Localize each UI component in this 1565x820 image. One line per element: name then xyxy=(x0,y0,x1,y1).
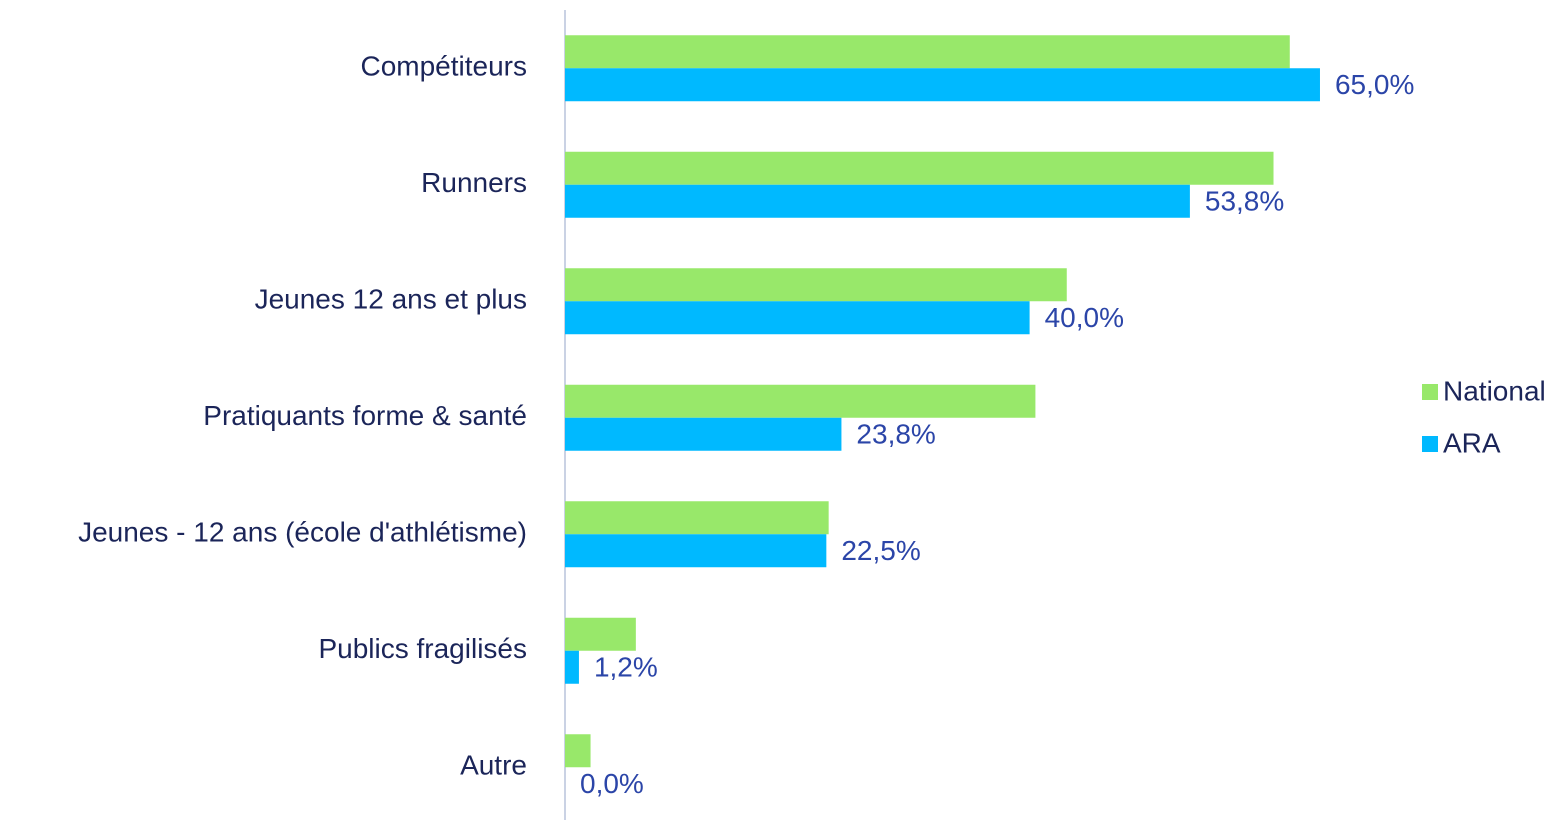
category-label: Pratiquants forme & santé xyxy=(203,400,527,431)
value-label: 53,8% xyxy=(1205,186,1284,217)
bar xyxy=(565,501,829,535)
category-label: Publics fragilisés xyxy=(318,633,527,664)
bar xyxy=(565,184,1190,218)
bar xyxy=(565,268,1067,302)
bar xyxy=(565,617,636,651)
value-label: 1,2% xyxy=(594,652,658,683)
value-label: 23,8% xyxy=(856,419,935,450)
bar xyxy=(565,650,579,684)
bar xyxy=(565,301,1030,335)
legend-swatch xyxy=(1422,384,1438,400)
category-label: Runners xyxy=(421,167,527,198)
value-label: 65,0% xyxy=(1335,69,1414,100)
category-label: Jeunes - 12 ans (école d'athlétisme) xyxy=(78,517,527,548)
legend-label: National xyxy=(1443,375,1546,406)
bar xyxy=(565,35,1290,69)
legend-label: ARA xyxy=(1443,427,1501,458)
value-label: 0,0% xyxy=(580,768,644,799)
bar xyxy=(565,68,1320,102)
bar xyxy=(565,734,591,768)
category-label: Jeunes 12 ans et plus xyxy=(255,284,527,315)
bar xyxy=(565,417,842,451)
legend-swatch xyxy=(1422,436,1438,452)
value-label: 22,5% xyxy=(841,535,920,566)
category-label: Autre xyxy=(460,750,527,781)
bar xyxy=(565,151,1274,185)
bar xyxy=(565,384,1036,418)
value-label: 40,0% xyxy=(1045,302,1124,333)
bar xyxy=(565,534,827,568)
category-label: Compétiteurs xyxy=(360,51,527,82)
